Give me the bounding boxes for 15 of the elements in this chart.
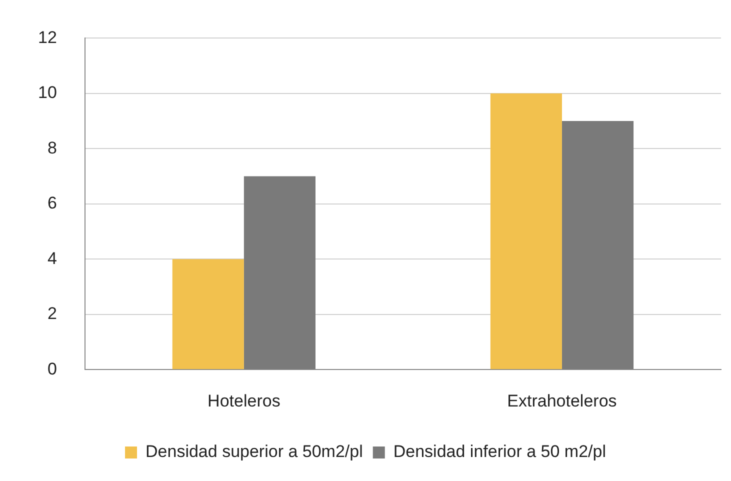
y-tick-label: 8 bbox=[47, 138, 57, 158]
y-tick-label: 6 bbox=[47, 194, 57, 213]
y-tick-label: 4 bbox=[47, 248, 57, 268]
y-tick-label: 0 bbox=[47, 359, 57, 378]
y-tick-label: 12 bbox=[38, 28, 57, 47]
y-tick-label: 2 bbox=[47, 304, 57, 324]
x-tick-label: Hoteleros bbox=[208, 391, 280, 410]
bar bbox=[562, 121, 634, 370]
legend-label: Densidad superior a 50m2/pl bbox=[146, 442, 363, 462]
bar bbox=[244, 176, 316, 370]
y-tick-label: 10 bbox=[38, 83, 57, 102]
x-tick-label: Extrahoteleros bbox=[507, 391, 617, 410]
bar bbox=[172, 259, 244, 370]
bar bbox=[490, 93, 562, 370]
legend-label: Densidad inferior a 50 m2/pl bbox=[393, 442, 606, 462]
